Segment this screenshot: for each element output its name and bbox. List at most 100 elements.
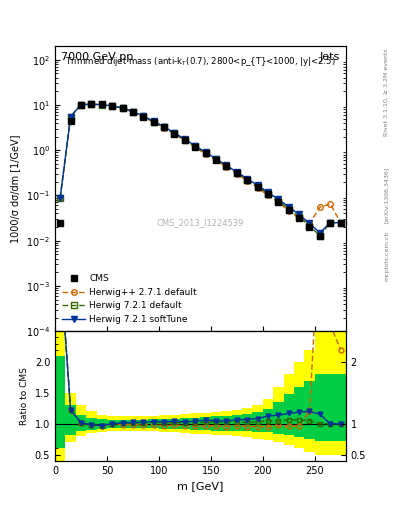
Herwig 7.2.1 softTune xyxy=(99,101,104,108)
Herwig 7.2.1 default xyxy=(297,214,301,220)
CMS xyxy=(224,163,229,169)
CMS xyxy=(79,102,83,108)
Herwig++ 2.7.1 default xyxy=(172,131,177,137)
Herwig 7.2.1 default xyxy=(130,109,135,115)
CMS xyxy=(214,157,219,163)
Herwig 7.2.1 default xyxy=(224,163,229,169)
Herwig 7.2.1 softTune xyxy=(214,156,219,162)
Herwig 7.2.1 softTune xyxy=(276,196,281,202)
Herwig 7.2.1 softTune xyxy=(224,162,229,168)
Herwig 7.2.1 default xyxy=(266,190,270,197)
Herwig 7.2.1 softTune xyxy=(68,114,73,120)
Herwig 7.2.1 softTune xyxy=(193,143,198,149)
Text: Rivet 3.1.10, ≥ 3.2M events: Rivet 3.1.10, ≥ 3.2M events xyxy=(384,48,389,136)
Herwig++ 2.7.1 default xyxy=(68,114,73,120)
Herwig 7.2.1 default xyxy=(68,114,73,120)
Line: Herwig++ 2.7.1 default: Herwig++ 2.7.1 default xyxy=(57,101,343,226)
Text: mcplots.cern.ch: mcplots.cern.ch xyxy=(384,231,389,281)
CMS xyxy=(141,114,146,120)
Herwig 7.2.1 default xyxy=(286,206,291,212)
Herwig++ 2.7.1 default xyxy=(182,137,187,143)
CMS xyxy=(307,224,312,230)
CMS xyxy=(266,191,270,198)
CMS xyxy=(89,101,94,107)
Herwig++ 2.7.1 default xyxy=(162,125,167,131)
CMS xyxy=(338,220,343,226)
Herwig 7.2.1 default xyxy=(338,220,343,226)
Y-axis label: Ratio to CMS: Ratio to CMS xyxy=(20,367,29,425)
CMS xyxy=(130,109,135,115)
Herwig 7.2.1 softTune xyxy=(110,103,114,109)
Line: Herwig 7.2.1 softTune: Herwig 7.2.1 softTune xyxy=(57,101,343,236)
Herwig 7.2.1 softTune xyxy=(58,195,62,201)
Herwig 7.2.1 default xyxy=(141,113,146,119)
Herwig++ 2.7.1 default xyxy=(234,171,239,177)
CMS xyxy=(286,207,291,213)
CMS xyxy=(255,184,260,190)
CMS xyxy=(110,103,114,109)
Herwig++ 2.7.1 default xyxy=(89,101,94,108)
Herwig 7.2.1 softTune xyxy=(79,101,83,108)
CMS xyxy=(58,220,62,226)
Herwig 7.2.1 default xyxy=(151,118,156,124)
Herwig 7.2.1 default xyxy=(214,156,219,162)
Legend: CMS, Herwig++ 2.7.1 default, Herwig 7.2.1 default, Herwig 7.2.1 softTune: CMS, Herwig++ 2.7.1 default, Herwig 7.2.… xyxy=(59,272,200,327)
CMS xyxy=(297,215,301,221)
Text: [arXiv:1306.3436]: [arXiv:1306.3436] xyxy=(384,166,389,223)
Herwig 7.2.1 softTune xyxy=(120,105,125,111)
Herwig++ 2.7.1 default xyxy=(328,201,332,207)
Herwig 7.2.1 softTune xyxy=(338,220,343,226)
CMS xyxy=(276,199,281,205)
CMS xyxy=(120,105,125,111)
Herwig 7.2.1 default xyxy=(182,137,187,143)
Text: 7000 GeV pp: 7000 GeV pp xyxy=(61,52,133,62)
Herwig 7.2.1 softTune xyxy=(328,220,332,226)
Text: Jets: Jets xyxy=(320,52,340,62)
Herwig++ 2.7.1 default xyxy=(193,144,198,151)
Herwig 7.2.1 default xyxy=(172,131,177,137)
Herwig 7.2.1 default xyxy=(89,101,94,108)
Text: CMS_2013_I1224539: CMS_2013_I1224539 xyxy=(157,218,244,227)
Herwig 7.2.1 softTune xyxy=(130,109,135,115)
Herwig++ 2.7.1 default xyxy=(338,220,343,226)
Herwig++ 2.7.1 default xyxy=(141,114,146,120)
Herwig 7.2.1 softTune xyxy=(307,221,312,227)
Herwig 7.2.1 softTune xyxy=(151,118,156,124)
Herwig++ 2.7.1 default xyxy=(297,216,301,222)
Herwig++ 2.7.1 default xyxy=(58,195,62,201)
CMS xyxy=(151,119,156,125)
CMS xyxy=(234,170,239,176)
Herwig++ 2.7.1 default xyxy=(318,204,322,210)
Herwig++ 2.7.1 default xyxy=(120,105,125,112)
Herwig 7.2.1 softTune xyxy=(266,189,270,195)
Herwig++ 2.7.1 default xyxy=(276,199,281,205)
Herwig 7.2.1 default xyxy=(193,143,198,150)
CMS xyxy=(245,177,250,183)
X-axis label: m [GeV]: m [GeV] xyxy=(177,481,224,491)
Herwig 7.2.1 default xyxy=(203,150,208,156)
Herwig++ 2.7.1 default xyxy=(214,157,219,163)
CMS xyxy=(328,220,332,226)
Herwig 7.2.1 default xyxy=(110,103,114,109)
Herwig 7.2.1 softTune xyxy=(286,204,291,210)
Herwig 7.2.1 default xyxy=(162,124,167,130)
Herwig++ 2.7.1 default xyxy=(130,109,135,115)
Y-axis label: 1000/σ dσ/dm [1/GeV]: 1000/σ dσ/dm [1/GeV] xyxy=(10,134,20,243)
CMS xyxy=(162,124,167,131)
Herwig 7.2.1 default xyxy=(245,177,250,183)
Herwig 7.2.1 default xyxy=(328,220,332,226)
Herwig 7.2.1 softTune xyxy=(203,149,208,155)
Line: CMS: CMS xyxy=(57,101,343,238)
CMS xyxy=(203,151,208,157)
Herwig 7.2.1 softTune xyxy=(297,211,301,218)
Herwig++ 2.7.1 default xyxy=(79,101,83,108)
Herwig 7.2.1 default xyxy=(318,232,322,239)
Herwig++ 2.7.1 default xyxy=(151,119,156,125)
Herwig++ 2.7.1 default xyxy=(110,103,114,109)
CMS xyxy=(318,232,322,239)
Herwig++ 2.7.1 default xyxy=(203,151,208,157)
Herwig++ 2.7.1 default xyxy=(255,185,260,191)
Herwig++ 2.7.1 default xyxy=(307,221,312,227)
Herwig 7.2.1 default xyxy=(276,198,281,204)
Herwig 7.2.1 default xyxy=(255,183,260,189)
